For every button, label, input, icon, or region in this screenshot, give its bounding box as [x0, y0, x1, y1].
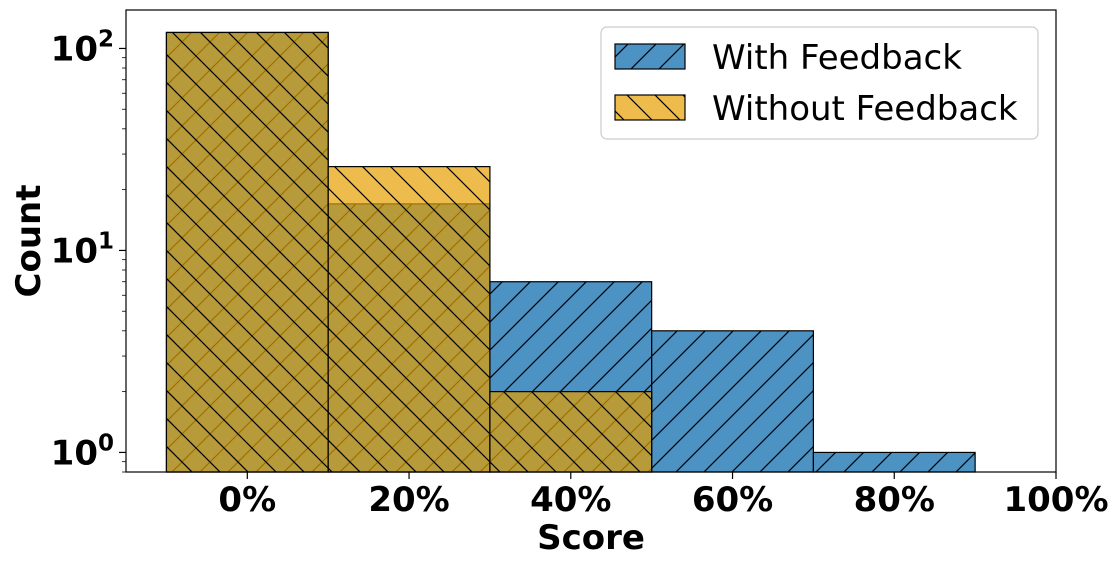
- legend-swatch-hatch-with-feedback: [615, 44, 685, 69]
- y-axis-title: Count: [9, 185, 49, 298]
- x-tick-label-1: 20%: [368, 480, 449, 520]
- legend-swatch-hatch-without-feedback: [615, 95, 685, 120]
- x-tick-label-0: 0%: [218, 480, 276, 520]
- y-tick-label-2: 102: [51, 26, 114, 69]
- ticks-layer: 0% 20% 40% 60% 80% 100% 100 101 102: [51, 26, 1109, 520]
- y-tick-label-0: 100: [51, 430, 114, 473]
- bar-without-feedback-1: [327, 166, 491, 473]
- bar-with-feedback-4: [812, 451, 976, 473]
- bar-with-feedback-3: [651, 330, 814, 473]
- bar-hatch-with-feedback-3: [651, 330, 814, 472]
- x-tick-label-4: 80%: [854, 480, 935, 520]
- bar-without-feedback-2: [489, 391, 653, 473]
- x-axis-title: Score: [537, 518, 645, 558]
- bars-layer: [165, 31, 976, 473]
- legend-label-with-feedback: With Feedback: [712, 38, 962, 78]
- bar-hatch-with-feedback-4: [813, 452, 976, 472]
- legend-entry-without-feedback: Without Feedback: [614, 89, 1018, 129]
- legend-entry-with-feedback: With Feedback: [614, 38, 962, 78]
- x-tick-label-3: 60%: [692, 480, 773, 520]
- plot-frame: [125, 9, 1057, 473]
- legend: With Feedback Without Feedback: [600, 26, 1039, 140]
- y-tick-label-1: 101: [51, 228, 114, 271]
- legend-box: [600, 26, 1039, 140]
- x-tick-label-2: 40%: [530, 480, 611, 520]
- bar-hatch-without-feedback-1: [328, 166, 490, 472]
- bar-without-feedback-0: [165, 31, 329, 473]
- bar-hatch-without-feedback-0: [166, 32, 329, 472]
- bar-hatch-without-feedback-2: [489, 391, 652, 472]
- legend-label-without-feedback: Without Feedback: [712, 89, 1018, 129]
- x-tick-label-5: 100%: [1003, 480, 1108, 520]
